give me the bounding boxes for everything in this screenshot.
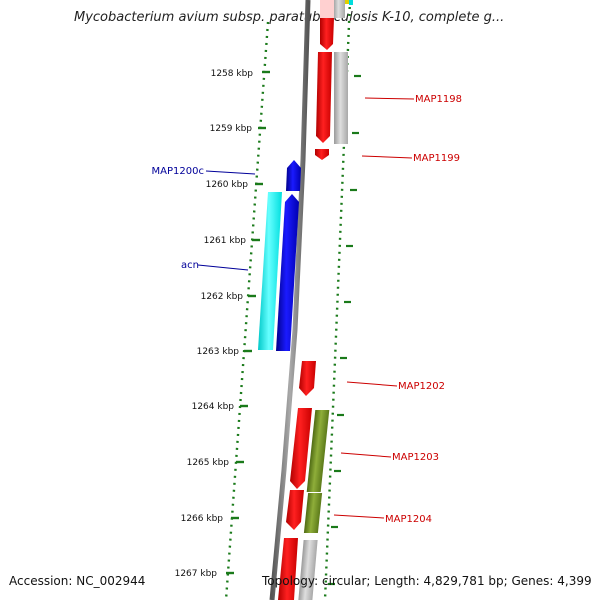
leader-acn (197, 264, 249, 271)
top-gray-fragment (333, 0, 345, 18)
gene-map1203-companion[interactable] (306, 410, 330, 492)
scale-tick-label: 1263 kbp (197, 347, 240, 357)
gene-map1204-companion[interactable] (303, 493, 323, 533)
gene-map1202[interactable] (299, 361, 316, 396)
map-title: Mycobacterium avium subsp. paratuberculo… (74, 10, 505, 25)
scale-tick-label: 1260 kbp (206, 180, 249, 190)
leader-map1204 (333, 514, 385, 519)
gene-map1204[interactable] (286, 490, 304, 530)
gene-label-map1204[interactable]: MAP1204 (385, 514, 432, 525)
gene-bottom-companion[interactable] (298, 540, 318, 600)
gene-acn-cds[interactable] (276, 194, 299, 351)
leader-map1202 (346, 381, 398, 387)
scale-tick-label: 1265 kbp (187, 458, 230, 468)
leader-map1200c (205, 170, 256, 175)
gene-bottom[interactable] (278, 538, 298, 600)
gene-labels: MAP1198 MAP1199 MAP1200c acn MAP1202 MAP… (152, 94, 462, 525)
gene-label-map1200c[interactable]: MAP1200c (152, 166, 204, 177)
forward-gene-top[interactable] (320, 18, 334, 50)
scale-tick-label: 1258 kbp (211, 69, 254, 79)
leader-map1199 (361, 155, 413, 159)
gene-map1198[interactable] (316, 52, 332, 143)
top-cyan-fragment (349, 0, 353, 5)
scale-tick-label: 1262 kbp (201, 292, 244, 302)
gene-label-map1202[interactable]: MAP1202 (398, 381, 445, 392)
top-pink-fragment (320, 0, 334, 18)
gene-map1203[interactable] (290, 408, 312, 489)
gene-label-map1199[interactable]: MAP1199 (413, 153, 460, 164)
scale-tick-label: 1267 kbp (175, 569, 218, 579)
leader-map1198 (364, 97, 415, 100)
scale-tick-label: 1261 kbp (204, 236, 247, 246)
top-yellow-fragment (345, 0, 349, 4)
scale-tick-label: 1264 kbp (192, 402, 235, 412)
scale-labels: 1258 kbp 1259 kbp 1260 kbp 1261 kbp 1262… (175, 69, 254, 579)
gene-label-map1198[interactable]: MAP1198 (415, 94, 462, 105)
accession-label: Accession: NC_002944 (9, 574, 146, 588)
genome-backbone (269, 0, 311, 600)
genome-summary: Topology: circular; Length: 4,829,781 bp… (262, 574, 592, 588)
scale-tick-label: 1259 kbp (210, 124, 253, 134)
gene-label-acn[interactable]: acn (181, 260, 199, 271)
gene-acn-region[interactable] (258, 192, 282, 350)
gene-label-map1203[interactable]: MAP1203 (392, 452, 439, 463)
scale-ticks (226, 70, 270, 575)
gene-map1198-companion[interactable] (334, 52, 348, 144)
gene-map1199[interactable] (315, 149, 329, 160)
outer-tick-marks (328, 74, 361, 586)
leader-map1203 (340, 452, 392, 458)
gene-map1200c[interactable] (286, 160, 301, 191)
scale-tick-label: 1266 kbp (181, 514, 224, 524)
label-leaders (197, 97, 415, 519)
